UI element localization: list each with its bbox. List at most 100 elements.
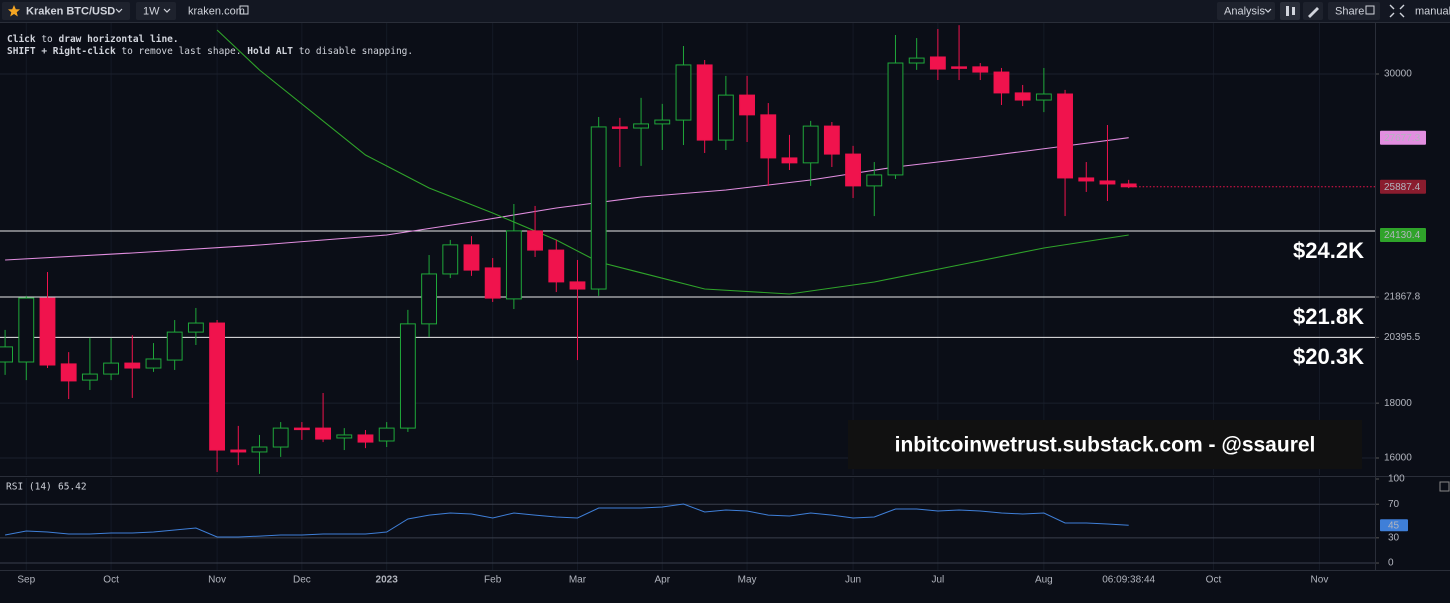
candle-body	[633, 123, 649, 129]
candle-body	[611, 126, 628, 129]
x-tick-label: Oct	[1206, 575, 1222, 586]
annotation: $24.2K	[1293, 238, 1364, 263]
candle-body	[315, 427, 332, 440]
x-tick-label: Nov	[1311, 575, 1329, 586]
rsi-pane: 0 30 70 100 RSI (14) 65.42 45	[0, 474, 1450, 569]
fullscreen-button[interactable]	[1389, 4, 1405, 18]
candle-body	[696, 64, 713, 141]
candle-body	[760, 114, 777, 159]
x-tick-label: Apr	[654, 575, 670, 586]
candles-icon	[1292, 7, 1295, 15]
x-tick-label: May	[738, 575, 757, 586]
candle-body	[442, 244, 459, 275]
candle-body	[548, 249, 565, 283]
dropdown-icon	[115, 8, 123, 13]
candle-body	[81, 373, 98, 381]
candle-body	[675, 64, 692, 121]
x-tick-label: Nov	[208, 575, 226, 586]
price-tag-label: 24130.4	[1384, 230, 1421, 241]
candle-body	[972, 66, 989, 73]
rsi-line	[5, 503, 1129, 538]
symbol-button[interactable]	[2, 2, 130, 20]
hint-segment: to disable snapping.	[293, 46, 413, 57]
hint-segment: to	[36, 34, 59, 45]
pane-close-button[interactable]	[1439, 481, 1450, 492]
price-tag	[1380, 130, 1426, 145]
rsi-title: RSI (14)	[6, 482, 52, 493]
y-tick-label: 18000	[1384, 398, 1412, 409]
hint-segment: SHIFT + Right-click	[7, 46, 116, 57]
price-pane: Sep Oct Nov Dec 2023 Feb Mar Apr May Jun Jul Aug Oct…	[0, 23, 1426, 586]
candle-body	[569, 281, 586, 290]
candle-body	[145, 358, 162, 369]
dropdown-icon	[1264, 8, 1272, 13]
candle-body	[336, 434, 353, 439]
candle-body	[421, 273, 437, 325]
mode: manual	[1415, 5, 1450, 17]
favorite-icon[interactable]	[8, 5, 20, 17]
hint-segment: to remove last shape.	[116, 46, 248, 57]
candle-body	[251, 446, 268, 453]
candle-body	[230, 449, 247, 453]
x-tick-label: Feb	[484, 575, 502, 586]
interval-button[interactable]	[136, 2, 176, 20]
interval: 1W	[143, 5, 160, 17]
candle-body	[0, 346, 14, 363]
y-tick-label: 30000	[1384, 69, 1412, 80]
candle-body	[929, 56, 946, 70]
share-icon	[1365, 5, 1375, 15]
candle-body	[951, 66, 967, 69]
candle-body	[124, 362, 141, 369]
x-tick-label: Mar	[569, 575, 587, 586]
candle-body	[590, 126, 607, 290]
hint-segment: Hold ALT	[247, 46, 293, 57]
overlay: Click to draw horizontal line.SHIFT + Ri…	[7, 34, 1362, 469]
hint: SHIFT + Right-click to remove last shape…	[7, 46, 413, 57]
candle-body	[1035, 93, 1052, 101]
candle-body	[209, 322, 226, 451]
countdown: 06:09:38:44	[1102, 575, 1155, 586]
toolbar	[0, 0, 1450, 22]
candle-body	[103, 362, 120, 375]
candle-body	[802, 125, 819, 164]
hint: Click to draw horizontal line.	[7, 34, 179, 45]
candle-body	[1078, 177, 1095, 182]
analysis: Analysis	[1224, 5, 1265, 17]
x-tick-label: Jun	[845, 575, 861, 586]
share: Share	[1335, 5, 1364, 17]
candle-body	[484, 267, 501, 299]
price-tag-label: 27677.3	[1384, 133, 1421, 144]
candle-body	[845, 153, 861, 187]
source-link[interactable]: kraken.com	[188, 5, 245, 17]
hint-segment: draw horizontal line.	[59, 34, 179, 45]
symbol: Kraken BTC/USD	[26, 5, 115, 17]
candle-body	[1014, 92, 1031, 101]
candles-button[interactable]	[1280, 2, 1300, 20]
external-link-icon[interactable]	[239, 5, 249, 15]
candle-body	[60, 363, 77, 382]
candle-body	[187, 322, 204, 333]
candle-body	[654, 119, 671, 125]
candle-body	[823, 125, 840, 155]
candle-body	[399, 323, 416, 429]
price-tag-label: 25887.4	[1384, 182, 1421, 193]
annotation: $21.8K	[1293, 304, 1364, 329]
x-tick-label: Oct	[103, 575, 119, 586]
y-tick-label: 16000	[1384, 453, 1412, 464]
candle-body	[39, 297, 56, 366]
candle-body	[166, 331, 183, 361]
hint-segment: Click	[7, 34, 36, 45]
candle-body	[993, 71, 1010, 94]
analysis-button[interactable]	[1217, 2, 1275, 20]
candle-body	[1057, 93, 1073, 179]
y-tick-label: 30	[1388, 532, 1400, 543]
x-tick-label: 2023	[376, 575, 399, 586]
y-tick-label: 70	[1388, 499, 1400, 510]
rsi-tag-label: 45	[1388, 520, 1400, 531]
candles-icon	[1286, 6, 1289, 16]
candle-body	[887, 62, 904, 176]
x-tick-label: Aug	[1035, 575, 1053, 586]
candle-body	[781, 157, 798, 164]
